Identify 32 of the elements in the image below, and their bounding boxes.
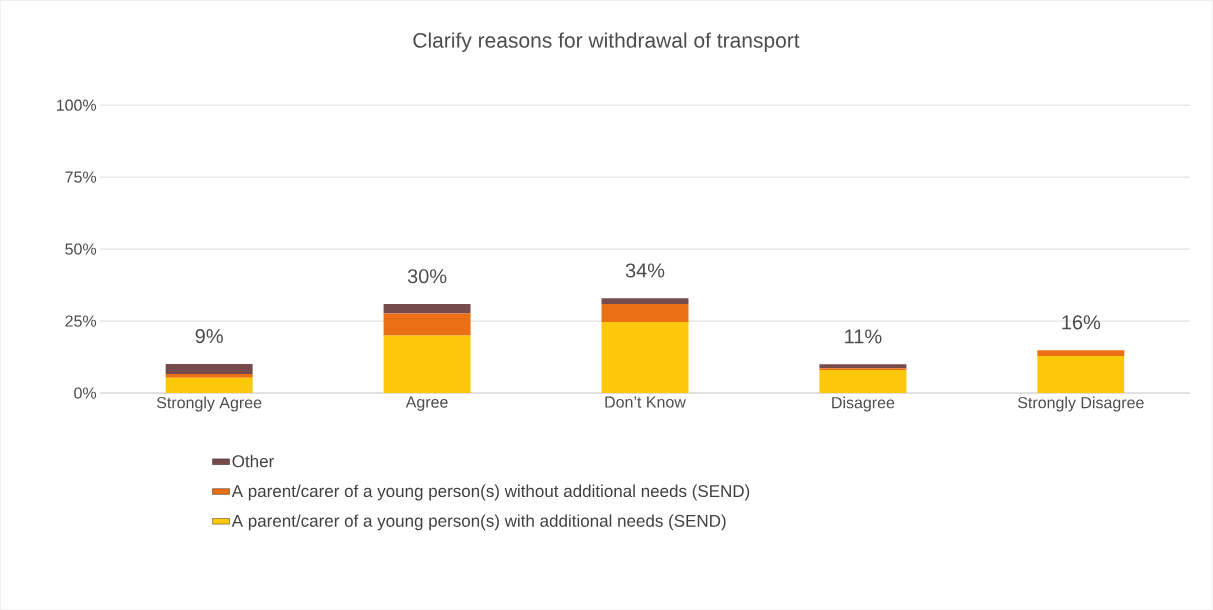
legend-label: A parent/carer of a young person(s) with additional needs (SEND) xyxy=(231,514,726,531)
total-label: 30% xyxy=(407,269,447,284)
bar xyxy=(165,363,253,374)
bar xyxy=(601,304,689,322)
legend-label: Other xyxy=(232,454,274,468)
bar xyxy=(601,321,689,393)
bar xyxy=(819,369,907,393)
bar xyxy=(383,304,471,314)
bar xyxy=(165,377,253,393)
bar xyxy=(383,313,471,336)
y-tick-label: 50% xyxy=(65,243,97,255)
bar xyxy=(819,364,907,369)
x-tick-label: Agree xyxy=(405,396,448,411)
x-tick-label: Disagree xyxy=(832,396,895,412)
x-tick-label: Strongly Agree xyxy=(156,396,262,412)
bar xyxy=(601,298,689,304)
x-tick-label: Strongly Disagree xyxy=(1018,396,1144,412)
y-tick-label: 0% xyxy=(74,387,97,399)
total-label: 9% xyxy=(195,328,223,344)
x-tick-label: Don’t Know xyxy=(605,396,686,408)
total-label: 11% xyxy=(845,329,882,344)
bar xyxy=(1037,350,1125,356)
chart-title: Clarify reasons for withdrawal of transport xyxy=(413,32,800,52)
legend-label: A parent/carer of a young person(s) without additional needs (SEND) xyxy=(231,484,750,501)
total-label: 34% xyxy=(625,263,665,278)
y-tick-label: 75% xyxy=(65,171,97,183)
bar xyxy=(165,373,253,378)
total-label: 16% xyxy=(1062,315,1101,330)
y-tick-label: 25% xyxy=(65,315,97,327)
y-tick-label: 100% xyxy=(56,99,97,111)
bar xyxy=(383,335,471,393)
bar xyxy=(1037,355,1125,393)
